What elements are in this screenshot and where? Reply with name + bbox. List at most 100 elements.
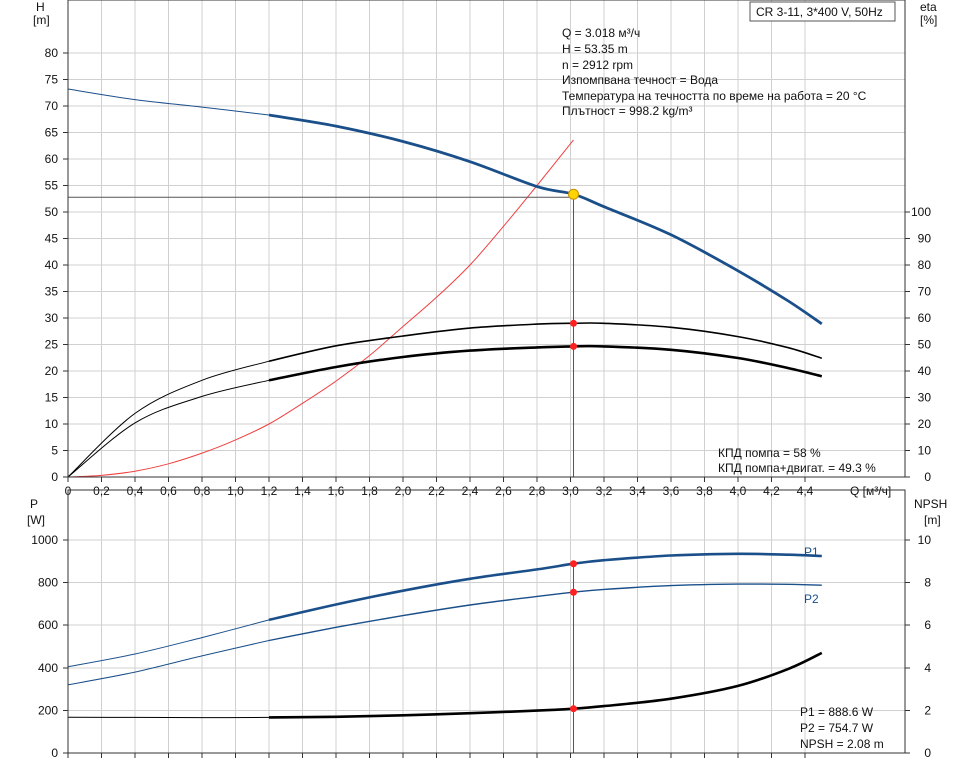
- info-line: Q = 3.018 м³/ч: [562, 26, 640, 40]
- top-panel-grid: [67, 0, 905, 478]
- x-tick-label: 3,2: [596, 484, 613, 498]
- y-tick-label: 0: [51, 746, 58, 760]
- x-tick-label: 3,6: [663, 484, 680, 498]
- x-tick-label: 1,2: [261, 484, 278, 498]
- p1-series-label: P1: [804, 545, 819, 559]
- x-tick-label: 2,8: [529, 484, 546, 498]
- y-tick-label: 800: [38, 576, 58, 590]
- x-tick-label: 4,2: [763, 484, 780, 498]
- y2-tick-label: 6: [924, 618, 931, 632]
- x-tick-label: 3,4: [629, 484, 646, 498]
- info-line: Изпомпвана течност = Вода: [562, 73, 718, 87]
- duty-point-p2-marker: [570, 588, 578, 596]
- y2-tick-label: 70: [918, 285, 932, 299]
- x-tick-label: 1,6: [328, 484, 345, 498]
- y-tick-label: 30: [45, 311, 59, 325]
- y2-tick-label: 30: [918, 391, 932, 405]
- y2-tick-label: 8: [924, 576, 931, 590]
- bottom-right-axis-unit: [m]: [924, 513, 941, 527]
- y-tick-label: 10: [45, 417, 59, 431]
- y-tick-label: 5: [51, 444, 58, 458]
- y2-tick-label: 90: [918, 232, 932, 246]
- y2-tick-label: 10: [918, 533, 932, 547]
- y-tick-label: 20: [45, 364, 59, 378]
- duty-point-p1-marker: [570, 560, 578, 568]
- top-panel-frame: [67, 0, 906, 478]
- top-panel-ticks: 0 0,2 0,4 0,6 0,8 1,0 1,2 1,4 1,6 1,8 2,0 2,2 2,4 2,6…: [45, 46, 932, 498]
- x-tick-label: 3,8: [696, 484, 713, 498]
- y-tick-label: 25: [45, 338, 59, 352]
- y2-tick-label: 4: [924, 661, 931, 675]
- p2-curve: [67, 583, 822, 686]
- y-tick-label: 400: [38, 661, 58, 675]
- power-info-block: P1 = 888.6 W P2 = 754.7 W NPSH = 2.08 m: [800, 705, 884, 751]
- y2-tick-label: 40: [918, 364, 932, 378]
- y-tick-label: 15: [45, 391, 59, 405]
- x-tick-label: 2,2: [428, 484, 445, 498]
- bottom-panel-ticks: 0 200 400 600 800 1000 0 2 4 6 8 10: [31, 533, 931, 760]
- efficiency-info-block: КПД помпа = 58 % КПД помпа+двигат. = 49.…: [718, 446, 876, 475]
- duty-point-head-marker: [568, 188, 580, 200]
- p1-curve: [67, 552, 822, 668]
- top-left-axis-unit: [m]: [33, 13, 50, 27]
- y-tick-label: 65: [45, 126, 59, 140]
- power-line: P2 = 754.7 W: [800, 721, 874, 735]
- eff-line: КПД помпа = 58 %: [718, 446, 821, 460]
- y-tick-label: 45: [45, 232, 59, 246]
- y-tick-label: 80: [45, 46, 59, 60]
- bottom-panel-frame: [67, 489, 906, 754]
- top-right-axis-name: eta: [920, 0, 937, 14]
- x-tick-label: 4,0: [730, 484, 747, 498]
- bottom-right-axis-name: NPSH: [914, 497, 947, 511]
- y-tick-label: 600: [38, 618, 58, 632]
- info-line: H = 53.35 m: [562, 42, 628, 56]
- y2-tick-label: 80: [918, 258, 932, 272]
- y2-tick-label: 100: [911, 205, 931, 219]
- info-line: n = 2912 rpm: [562, 58, 633, 72]
- x-tick-label: 0,4: [127, 484, 144, 498]
- head-curve: [67, 88, 823, 325]
- y-tick-label: 70: [45, 99, 59, 113]
- y2-tick-label: 50: [918, 338, 932, 352]
- x-tick-label: 2,4: [462, 484, 479, 498]
- x-tick-label: 0,8: [194, 484, 211, 498]
- y-tick-label: 0: [51, 470, 58, 484]
- duty-point-npsh-marker: [570, 705, 578, 713]
- x-tick-label: 0,2: [93, 484, 110, 498]
- y2-tick-label: 0: [924, 746, 931, 760]
- y-tick-label: 40: [45, 258, 59, 272]
- title-box-text: CR 3-11, 3*400 V, 50Hz: [756, 5, 883, 19]
- y2-tick-label: 10: [918, 444, 932, 458]
- y2-tick-label: 60: [918, 311, 932, 325]
- bottom-left-axis-name: P: [30, 497, 38, 511]
- info-line: Плътност = 998.2 kg/m³: [562, 104, 692, 118]
- y2-tick-label: 2: [924, 703, 931, 717]
- eff-line: КПД помпа+двигат. = 49.3 %: [718, 461, 876, 475]
- bottom-left-axis-unit: [W]: [27, 513, 45, 527]
- y-tick-label: 1000: [31, 533, 58, 547]
- duty-point-eta-total-marker: [570, 342, 578, 350]
- power-line: P1 = 888.6 W: [800, 705, 874, 719]
- operating-point-markers: [568, 188, 580, 713]
- x-tick-label: 0,6: [160, 484, 177, 498]
- duty-point-eta-pump-marker: [570, 319, 578, 327]
- info-line: Температура на течността по време на раб…: [562, 89, 867, 103]
- power-line: NPSH = 2.08 m: [800, 737, 884, 751]
- y-tick-label: 200: [38, 703, 58, 717]
- y-tick-label: 35: [45, 285, 59, 299]
- y-tick-label: 50: [45, 205, 59, 219]
- x-axis-label: Q [м³/ч]: [850, 484, 891, 498]
- x-tick-label: 2,0: [395, 484, 412, 498]
- y-tick-label: 60: [45, 152, 59, 166]
- eta-total-curve: [67, 344, 823, 478]
- x-tick-label: 1,4: [294, 484, 311, 498]
- x-tick-label: 1,8: [361, 484, 378, 498]
- x-tick-label: 4,4: [797, 484, 814, 498]
- y-tick-label: 75: [45, 73, 59, 87]
- p2-series-label: P2: [804, 592, 819, 606]
- npsh-curve: [67, 651, 823, 719]
- y2-tick-label: 20: [918, 417, 932, 431]
- system-curve: [67, 139, 574, 478]
- y2-tick-label: 0: [924, 470, 931, 484]
